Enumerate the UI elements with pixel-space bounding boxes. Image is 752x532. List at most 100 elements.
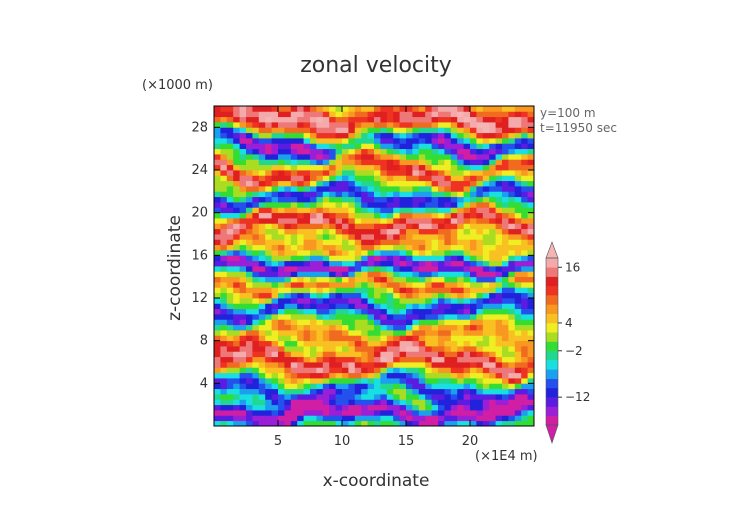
heatmap-cell [444, 106, 452, 112]
heatmap-cell [220, 223, 228, 230]
heatmap-cell [284, 250, 292, 256]
heatmap-cell [310, 148, 317, 155]
heatmap-cell [374, 330, 381, 336]
heatmap-cell [220, 399, 228, 406]
heatmap-cell [322, 340, 330, 347]
heatmap-cell [444, 223, 452, 230]
heatmap-cell [476, 191, 484, 198]
colorbar-under-arrow [545, 424, 559, 444]
heatmap-cell [233, 298, 240, 304]
heatmap-cell [265, 308, 272, 315]
heatmap-cell [386, 292, 394, 299]
heatmap-cell [329, 282, 336, 288]
heatmap-cell [265, 244, 272, 251]
heatmap-cell [438, 196, 445, 203]
heatmap-cell [322, 346, 330, 352]
heatmap-cell [348, 122, 356, 128]
heatmap-cell [502, 367, 509, 374]
heatmap-cell [495, 330, 503, 336]
heatmap-cell [233, 324, 240, 331]
heatmap-cell [457, 159, 464, 166]
heatmap-cell [361, 378, 368, 384]
heatmap-cell [329, 351, 336, 358]
heatmap-cell [425, 266, 432, 272]
heatmap-cell [246, 159, 253, 166]
heatmap-cell [329, 260, 336, 267]
heatmap-cell [348, 356, 356, 363]
heatmap-cell [418, 298, 426, 304]
heatmap-cell [342, 127, 349, 134]
heatmap-cell [214, 127, 221, 134]
heatmap-cell [444, 234, 452, 240]
heatmap-cell [527, 282, 535, 288]
heatmap-cell [482, 127, 490, 134]
heatmap-cell [502, 378, 509, 384]
heatmap-cell [393, 260, 400, 267]
heatmap-cell [316, 244, 324, 251]
heatmap-cell [246, 394, 253, 400]
heatmap-cell [265, 212, 272, 219]
heatmap-cell [329, 239, 336, 246]
heatmap-cell [278, 239, 285, 246]
heatmap-cell [258, 202, 266, 208]
heatmap-cell [425, 383, 432, 390]
heatmap-cell [246, 223, 253, 230]
heatmap-cell [220, 282, 228, 288]
heatmap-cell [476, 154, 484, 160]
heatmap-cell [335, 388, 343, 395]
heatmap-cell [450, 266, 458, 272]
heatmap-cell [271, 250, 279, 256]
heatmap-cell [457, 314, 464, 320]
heatmap-cell [470, 148, 477, 155]
heatmap-cell [329, 308, 336, 315]
heatmap-cell [239, 335, 247, 342]
heatmap-cell [476, 143, 484, 150]
heatmap-cell [361, 271, 368, 278]
heatmap-cell [393, 420, 400, 427]
heatmap-cell [310, 351, 317, 358]
heatmap-cell [278, 175, 285, 182]
heatmap-cell [393, 170, 400, 176]
heatmap-cell [226, 271, 234, 278]
heatmap-cell [348, 324, 356, 331]
heatmap-cell [342, 324, 349, 331]
heatmap-cell [489, 127, 496, 134]
heatmap-cell [393, 122, 400, 128]
heatmap-cell [310, 159, 317, 166]
heatmap-cell [310, 362, 317, 368]
heatmap-cell [489, 340, 496, 347]
heatmap-cell [342, 191, 349, 198]
heatmap-cell [322, 250, 330, 256]
heatmap-cell [367, 148, 375, 155]
heatmap-cell [342, 415, 349, 422]
heatmap-cell [220, 132, 228, 139]
heatmap-cell [316, 324, 324, 331]
heatmap-cell [303, 223, 311, 230]
heatmap-cell [393, 388, 400, 395]
heatmap-cell [406, 202, 413, 208]
heatmap-cell [386, 351, 394, 358]
heatmap-cell [393, 346, 400, 352]
heatmap-cell [271, 271, 279, 278]
heatmap-cell [463, 314, 471, 320]
heatmap-cell [418, 148, 426, 155]
heatmap-cell [361, 191, 368, 198]
heatmap-cell [438, 372, 445, 379]
heatmap-cell [450, 410, 458, 416]
heatmap-cell [265, 138, 272, 144]
heatmap-cell [258, 292, 266, 299]
heatmap-cell [361, 164, 368, 171]
heatmap-cell [226, 420, 234, 427]
heatmap-cell [444, 415, 452, 422]
heatmap-cell [514, 186, 522, 192]
heatmap-cell [233, 399, 240, 406]
heatmap-cell [514, 244, 522, 251]
heatmap-cell [386, 410, 394, 416]
heatmap-cell [239, 415, 247, 422]
heatmap-cell [476, 303, 484, 310]
heatmap-cell [226, 410, 234, 416]
heatmap-cell [482, 372, 490, 379]
heatmap-cell [271, 383, 279, 390]
heatmap-cell [425, 298, 432, 304]
heatmap-cell [399, 362, 407, 368]
